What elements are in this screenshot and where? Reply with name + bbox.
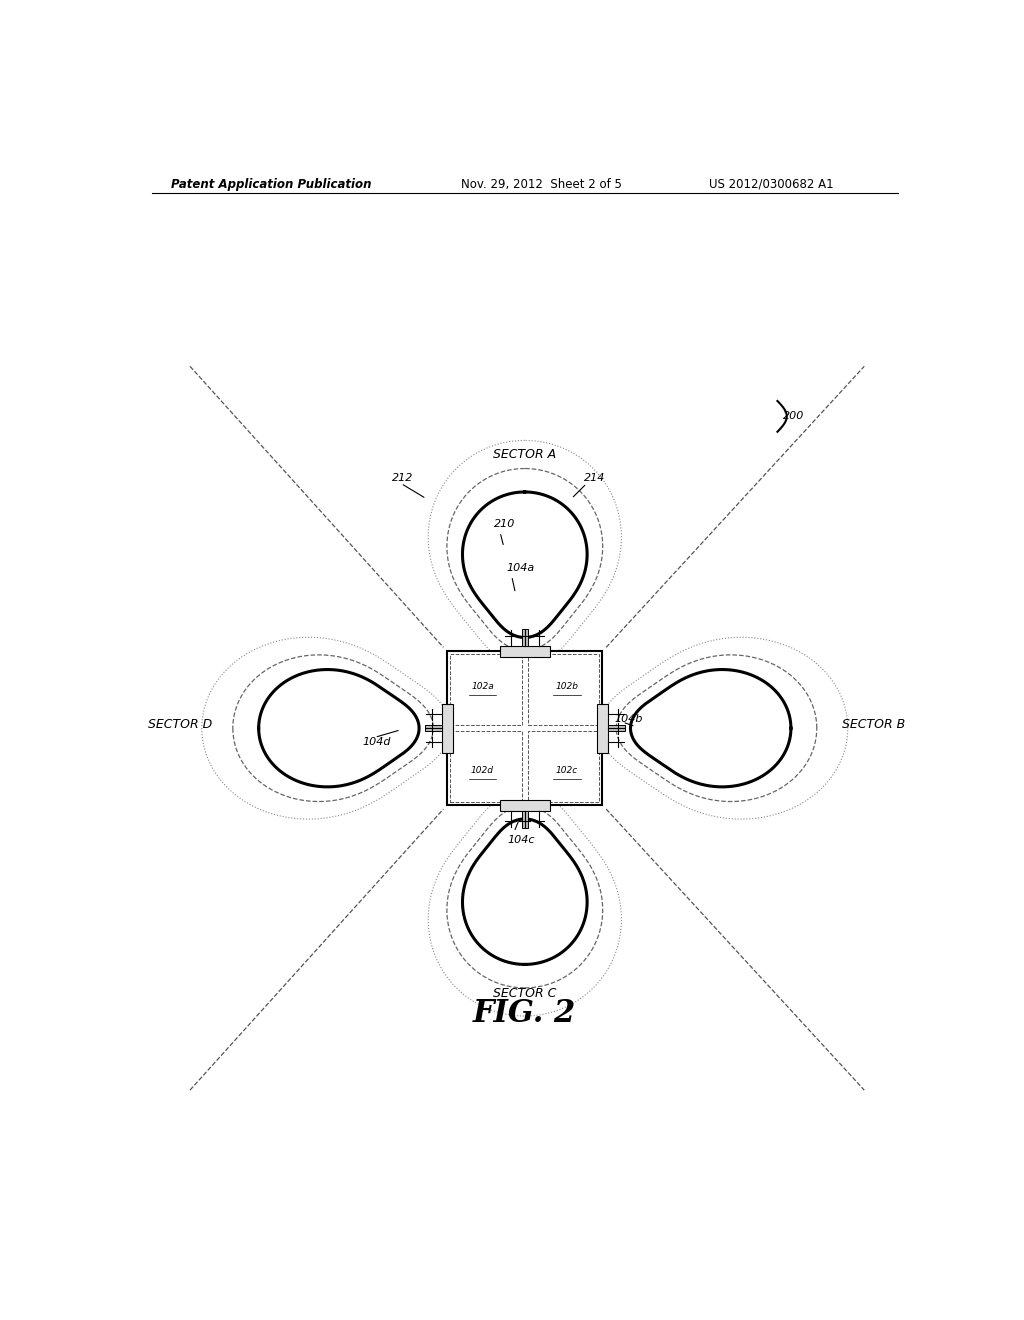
Text: 102d: 102d [471, 766, 494, 775]
Text: 102a: 102a [471, 681, 494, 690]
Text: 102c: 102c [556, 766, 579, 775]
Text: US 2012/0300682 A1: US 2012/0300682 A1 [710, 178, 834, 190]
Bar [528, 655, 599, 725]
Bar [597, 704, 607, 752]
Text: 104a: 104a [506, 564, 535, 573]
Bar [500, 800, 550, 810]
Bar [425, 725, 442, 731]
Text: Patent Application Publication: Patent Application Publication [171, 178, 371, 190]
Text: 214: 214 [584, 473, 605, 483]
Bar [447, 651, 602, 805]
Text: SECTOR B: SECTOR B [842, 718, 905, 731]
Bar [521, 810, 528, 828]
Text: FIG. 2: FIG. 2 [473, 998, 577, 1028]
Bar [451, 655, 521, 725]
Bar [442, 704, 453, 752]
Text: 212: 212 [391, 473, 413, 483]
Text: SECTOR D: SECTOR D [147, 718, 212, 731]
Text: Nov. 29, 2012  Sheet 2 of 5: Nov. 29, 2012 Sheet 2 of 5 [461, 178, 623, 190]
Text: SECTOR C: SECTOR C [494, 987, 556, 1001]
Text: 200: 200 [783, 412, 804, 421]
Bar [451, 731, 521, 803]
Bar [607, 725, 625, 731]
Text: 104b: 104b [614, 714, 643, 723]
Bar [500, 645, 550, 656]
Text: 104c: 104c [508, 834, 536, 845]
Text: SECTOR A: SECTOR A [494, 449, 556, 462]
Bar [521, 628, 528, 645]
Text: 210: 210 [494, 519, 515, 529]
Text: 102b: 102b [556, 681, 579, 690]
Bar [528, 731, 599, 803]
Text: 104d: 104d [362, 737, 390, 747]
